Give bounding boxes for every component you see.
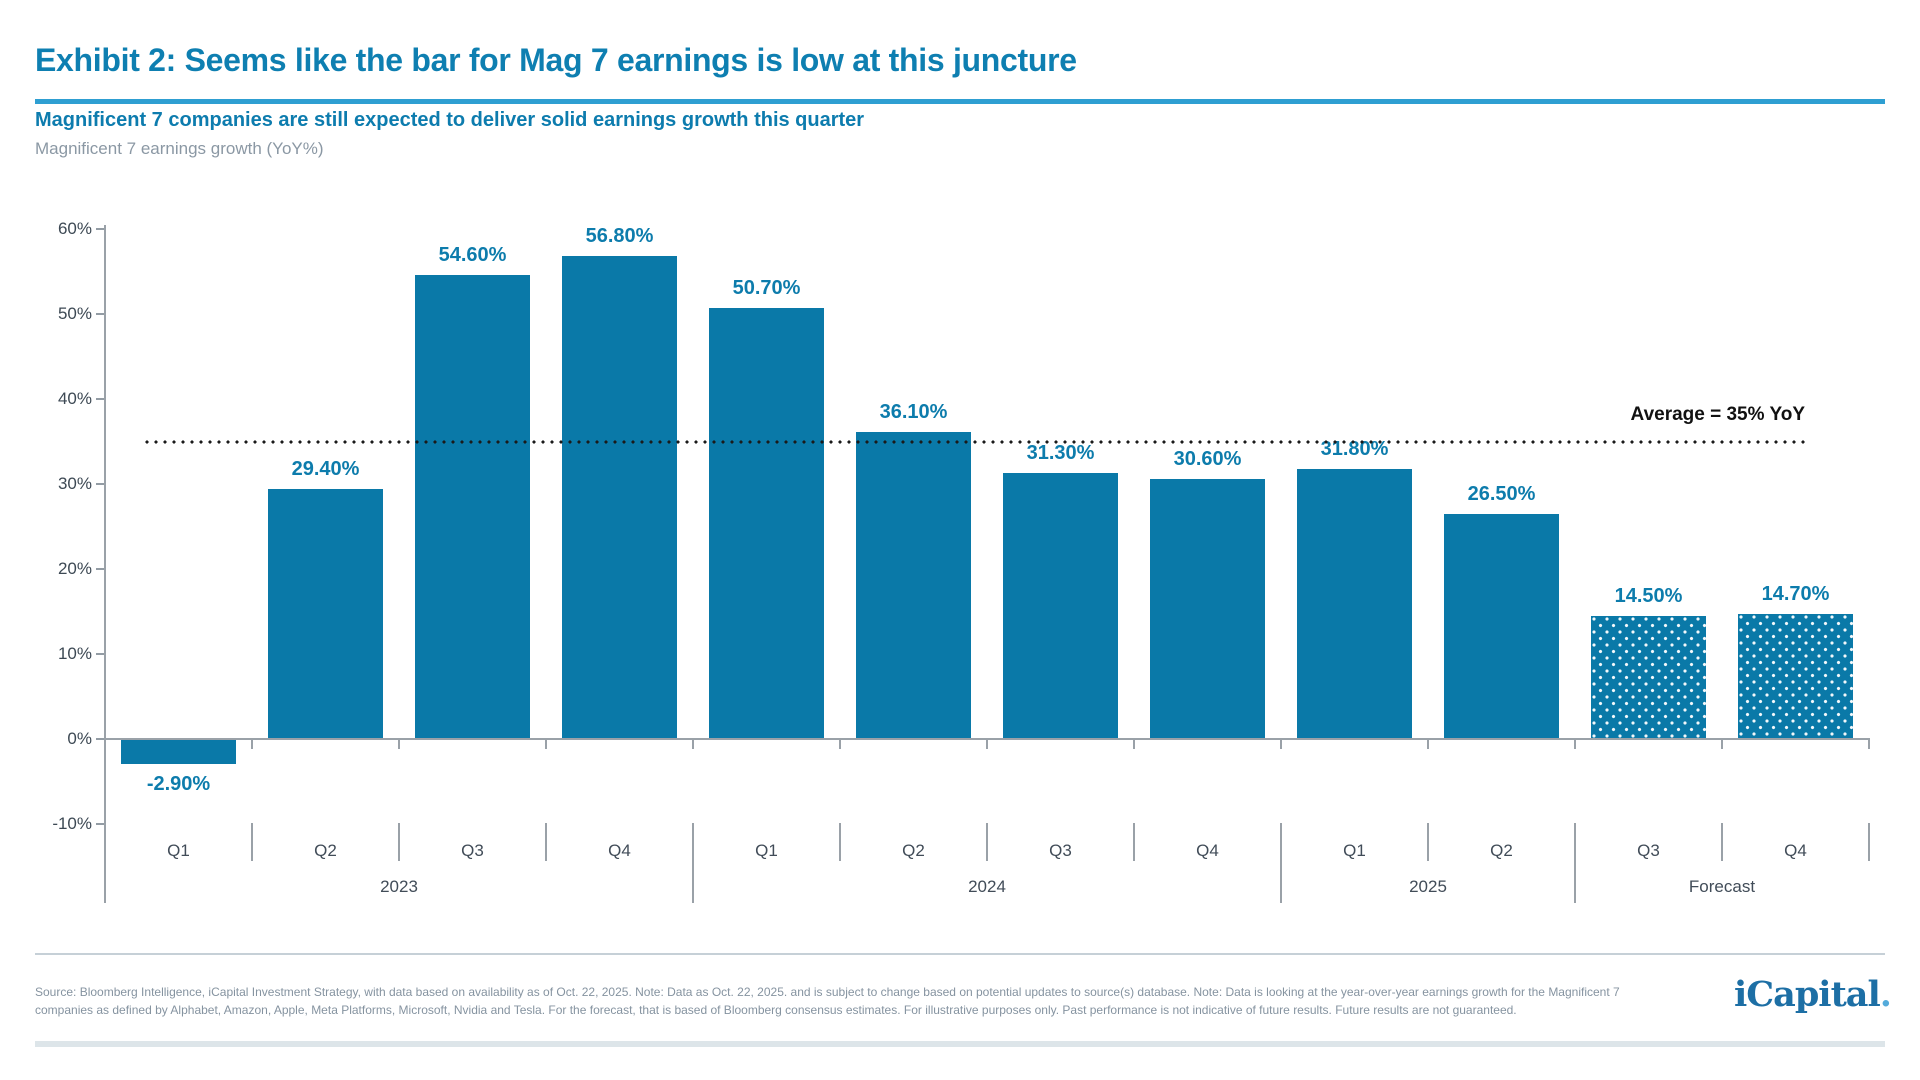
bar-value-label: 29.40% [291, 458, 360, 481]
y-axis-tick-mark [96, 568, 105, 570]
year-group-separator [692, 823, 694, 903]
logo-period: . [1879, 974, 1892, 1015]
bar-value-label: 50.70% [732, 277, 801, 300]
bar-value-label: 14.70% [1761, 583, 1830, 606]
bar-value-label: 31.30% [1026, 441, 1095, 464]
y-axis-tick-label: 50% [57, 304, 92, 323]
x-axis-quarter-label: Q1 [1343, 841, 1366, 860]
chart-axis-caption: Magnificent 7 earnings growth (YoY%) [35, 139, 324, 158]
y-axis-tick-label: 60% [57, 219, 92, 238]
y-axis-tick-mark [96, 738, 105, 740]
source-note-line1: Source: Bloomberg Intelligence, iCapital… [35, 985, 1620, 999]
axis-boundary-tick [1868, 739, 1870, 749]
quarter-separator [839, 823, 841, 861]
axis-boundary-tick [1280, 739, 1282, 749]
quarter-separator [1133, 823, 1135, 861]
average-line-label: Average = 35% YoY [1630, 404, 1805, 425]
bar-q4-7 [1150, 478, 1265, 739]
bar-q3-2 [415, 274, 530, 739]
x-axis-baseline [104, 738, 1870, 740]
y-axis-tick-label: 20% [57, 559, 92, 578]
y-axis-tick-mark [96, 313, 105, 315]
x-axis-quarter-label: Q3 [1637, 841, 1660, 860]
bar-value-label: 30.60% [1173, 447, 1242, 470]
x-axis-quarter-label: Q4 [1196, 841, 1219, 860]
axis-boundary-tick [986, 739, 988, 749]
quarter-separator [398, 823, 400, 861]
axis-boundary-tick [1574, 739, 1576, 749]
x-axis-quarter-label: Q1 [167, 841, 190, 860]
y-axis-tick-mark [96, 653, 105, 655]
x-axis-quarter-label: Q2 [1490, 841, 1513, 860]
x-axis-quarter-label: Q3 [461, 841, 484, 860]
bar-value-label: 26.50% [1467, 482, 1536, 505]
quarter-separator [545, 823, 547, 861]
axis-boundary-tick [692, 739, 694, 749]
y-axis-tick-mark [96, 823, 105, 825]
bar-value-label: -2.90% [146, 772, 211, 795]
forecast-bar-q4-11 [1738, 614, 1853, 739]
forecast-bar-q3-10 [1591, 615, 1706, 739]
source-note: Source: Bloomberg Intelligence, iCapital… [35, 983, 1645, 1019]
year-group-separator [1280, 823, 1282, 903]
bar-q2-9 [1444, 513, 1559, 739]
x-axis-year-label: Forecast [1688, 877, 1756, 896]
x-axis-year-label: 2025 [1409, 877, 1447, 896]
y-axis-tick-mark [96, 398, 105, 400]
y-axis-tick-mark [96, 483, 105, 485]
x-axis-quarter-label: Q1 [755, 841, 778, 860]
bar-value-label: 36.10% [879, 401, 948, 424]
bar-value-label: 54.60% [438, 243, 507, 266]
axis-boundary-tick [839, 739, 841, 749]
chart-subtitle: Magnificent 7 companies are still expect… [35, 109, 865, 131]
axis-boundary-tick [1133, 739, 1135, 749]
y-axis-line [104, 225, 106, 903]
bottom-accent-bar [35, 1041, 1885, 1047]
page-title: Exhibit 2: Seems like the bar for Mag 7 … [35, 42, 1077, 78]
bar-q4-3 [562, 256, 677, 739]
quarter-separator [251, 823, 253, 861]
footer-divider-line [35, 953, 1885, 955]
y-axis-tick-label: 30% [57, 474, 92, 493]
title-underline-rule [35, 99, 1885, 104]
bar-q1-4 [709, 308, 824, 739]
bar-q2-1 [268, 489, 383, 739]
year-group-separator [1574, 823, 1576, 903]
quarter-separator [1721, 823, 1723, 861]
bar-q3-6 [1003, 472, 1118, 739]
y-axis-tick-label: 0% [67, 729, 92, 748]
axis-boundary-tick [545, 739, 547, 749]
bar-q1-0 [121, 739, 236, 764]
x-axis-year-label: 2023 [380, 877, 418, 896]
y-axis-tick-label: -10% [52, 814, 92, 833]
average-dotted-line [145, 439, 1805, 444]
source-note-line2: companies as defined by Alphabet, Amazon… [35, 1003, 1517, 1017]
y-axis-tick-label: 40% [57, 389, 92, 408]
x-axis-quarter-label: Q4 [1784, 841, 1807, 860]
axis-boundary-tick [1427, 739, 1429, 749]
x-axis-quarter-label: Q2 [314, 841, 337, 860]
axis-boundary-tick [398, 739, 400, 749]
axis-boundary-tick [251, 739, 253, 749]
bar-q2-5 [856, 432, 971, 739]
x-axis-quarter-label: Q2 [902, 841, 925, 860]
icapital-logo: iCapital. [1734, 974, 1892, 1015]
x-axis-quarter-label: Q4 [608, 841, 631, 860]
y-axis-tick-mark [96, 228, 105, 230]
quarter-separator [1427, 823, 1429, 861]
y-axis-tick-label: 10% [57, 644, 92, 663]
bar-value-label: 14.50% [1614, 584, 1683, 607]
quarter-separator [986, 823, 988, 861]
x-axis-quarter-label: Q3 [1049, 841, 1072, 860]
axis-boundary-tick [1721, 739, 1723, 749]
bar-q1-8 [1297, 468, 1412, 739]
quarter-separator [1868, 823, 1870, 861]
x-axis-year-label: 2024 [968, 877, 1006, 896]
bar-value-label: 56.80% [585, 225, 654, 248]
